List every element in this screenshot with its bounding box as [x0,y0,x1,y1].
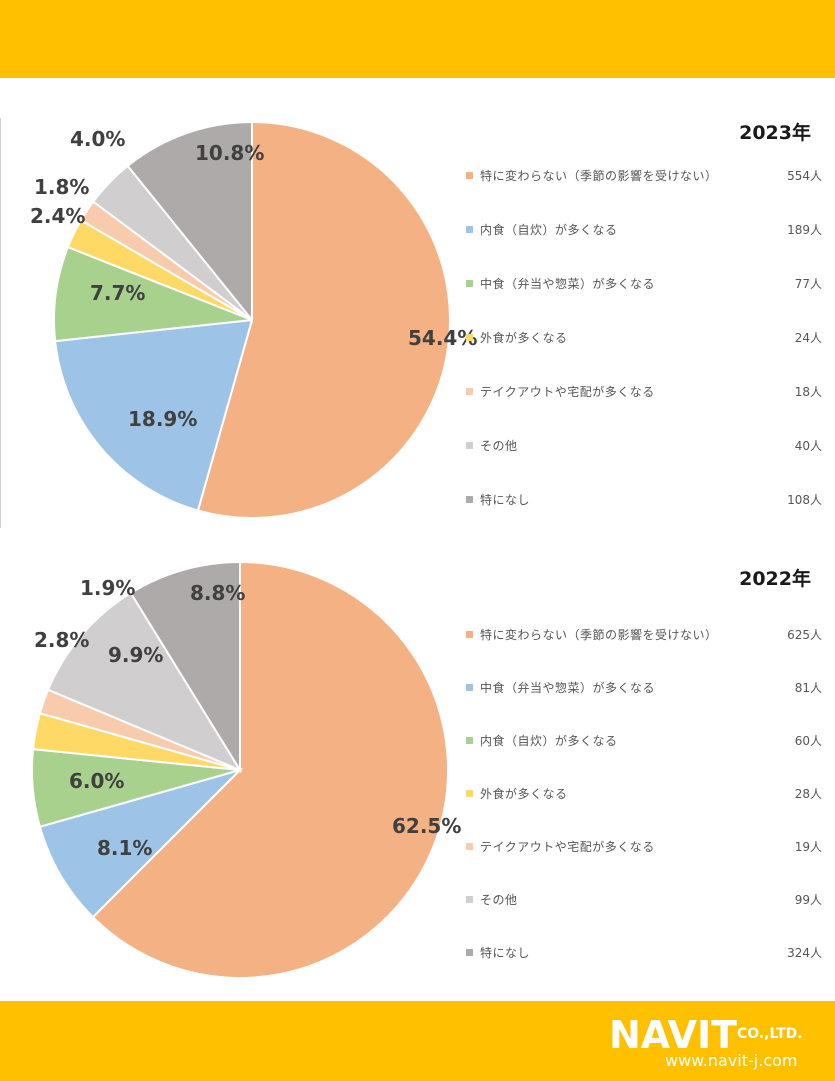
chart-panel-2023: 54.4% 18.9% 7.7% 2.4% 1.8% 4.0% 10.8% 2023年 特に… [0,100,835,540]
legend-label: その他 [480,438,518,453]
legend-label: 内食（自炊）が多くなる [480,222,618,237]
legend-label: 特になし [480,492,531,507]
legend-item: テイクアウトや宅配が多くなる 19人 [466,836,822,856]
pie-slice [54,318,254,512]
legend-count: 99人 [794,892,822,907]
pie-slice [129,560,241,774]
legend-swatch [466,333,473,341]
logo-brand: NAVIT [609,1013,737,1057]
chart-title-2022: 2022年 [739,568,811,590]
legend-item: 外食が多くなる 24人 [466,327,822,347]
company-logo: NAVIT CO.,LTD. www.navit-j.com [609,1013,803,1070]
legend-label: 外食が多くなる [480,786,568,801]
legend-item: テイクアウトや宅配が多くなる 18人 [466,381,822,401]
legend-label: テイクアウトや宅配が多くなる [480,384,655,399]
pie-slice [46,591,243,773]
legend-swatch [466,895,473,903]
pie-slice [196,120,451,519]
pie-chart-2023: 54.4% 18.9% 7.7% 2.4% 1.8% 4.0% 10.8% [30,120,477,519]
legend-item: 中食（弁当や惣菜）が多くなる 77人 [466,273,822,293]
pie-data-label: 1.9% [80,576,135,600]
pie-data-label: 4.0% [70,127,125,151]
chart-border-line [0,118,1,528]
legend-count: 554人 [787,168,822,183]
pie-data-label: 10.8% [195,141,264,165]
pie-data-label: 8.8% [190,581,245,605]
pie-data-label: 7.7% [90,281,145,305]
legend-count: 81人 [794,680,822,695]
logo-suffix: CO.,LTD. [737,1026,803,1042]
pie-slice [53,245,253,343]
legend-count: 60人 [794,733,822,748]
legend-count: 28人 [794,786,822,801]
legend-count: 108人 [787,492,822,507]
legend-item: 特に変わらない（季節の影響を受けない） 554人 [466,165,822,185]
legend-swatch [466,495,473,503]
pie-slice [126,120,253,323]
legend-label: 内食（自炊）が多くなる [480,733,618,748]
pie-data-label: 2.8% [34,628,89,652]
pie-data-label: 6.0% [69,769,124,793]
legend-swatch [466,842,473,850]
legend-count: 40人 [794,438,822,453]
footer-band [0,1001,835,1081]
legend-count: 189人 [787,222,822,237]
pie-data-label: 9.9% [108,643,163,667]
chart-title-2023: 2023年 [739,122,811,144]
legend-count: 324人 [787,945,822,960]
legend-label: 中食（弁当や惣菜）が多くなる [480,276,656,291]
legend-label: 特に変わらない（季節の影響を受けない） [480,168,718,183]
legend-label: 中食（弁当や惣菜）が多くなる [480,680,656,695]
pie-chart-2022: 62.5% 8.1% 6.0% 2.8% 1.9% 9.9% 8.8% [31,560,461,979]
legend-swatch [466,387,473,395]
legend-swatch [466,683,473,691]
legend-item: 特に変わらない（季節の影響を受けない） 625人 [466,624,822,644]
legend-label: 外食が多くなる [480,330,568,345]
pie-slice [38,767,244,919]
legend-item: 特になし 108人 [466,489,822,509]
legend-item: その他 40人 [466,435,822,455]
legend-count: 625人 [787,627,822,642]
logo-url: www.navit-j.com [665,1051,797,1070]
legend-swatch [466,736,473,744]
legend-swatch [466,279,473,287]
legend-item: 外食が多くなる 28人 [466,783,822,803]
legend-count: 24人 [794,330,822,345]
legend-item: 内食（自炊）が多くなる 189人 [466,219,822,239]
pie-data-label: 2.4% [30,204,85,228]
legend-label: その他 [480,892,518,907]
legend-count: 19人 [794,839,822,854]
header-band [0,0,835,78]
legend-swatch [466,225,473,233]
pie-data-label: 54.4% [408,326,477,350]
legend-swatch [466,948,473,956]
legend-count: 18人 [794,384,822,399]
legend-item: その他 99人 [466,889,822,909]
legend-item: 特になし 324人 [466,942,822,962]
legend-swatch [466,171,473,179]
pie-data-label: 1.8% [34,175,89,199]
chart-panel-2022: 62.5% 8.1% 6.0% 2.8% 1.9% 9.9% 8.8% 2022年 特に変わ… [0,548,835,993]
legend-swatch [466,630,473,638]
legend-label: 特に変わらない（季節の影響を受けない） [480,627,718,642]
pie-slice [91,560,449,979]
legend-item: 内食（自炊）が多くなる 60人 [466,730,822,750]
legend-count: 77人 [794,276,822,291]
pie-data-label: 8.1% [97,836,152,860]
legend-item: 中食（弁当や惣菜）が多くなる 81人 [466,677,822,697]
pie-data-label: 18.9% [128,407,197,431]
legend-swatch [466,789,473,797]
pie-data-label: 62.5% [392,814,461,838]
legend-label: 特になし [480,945,531,960]
legend-swatch [466,441,473,449]
legend-label: テイクアウトや宅配が多くなる [480,839,655,854]
